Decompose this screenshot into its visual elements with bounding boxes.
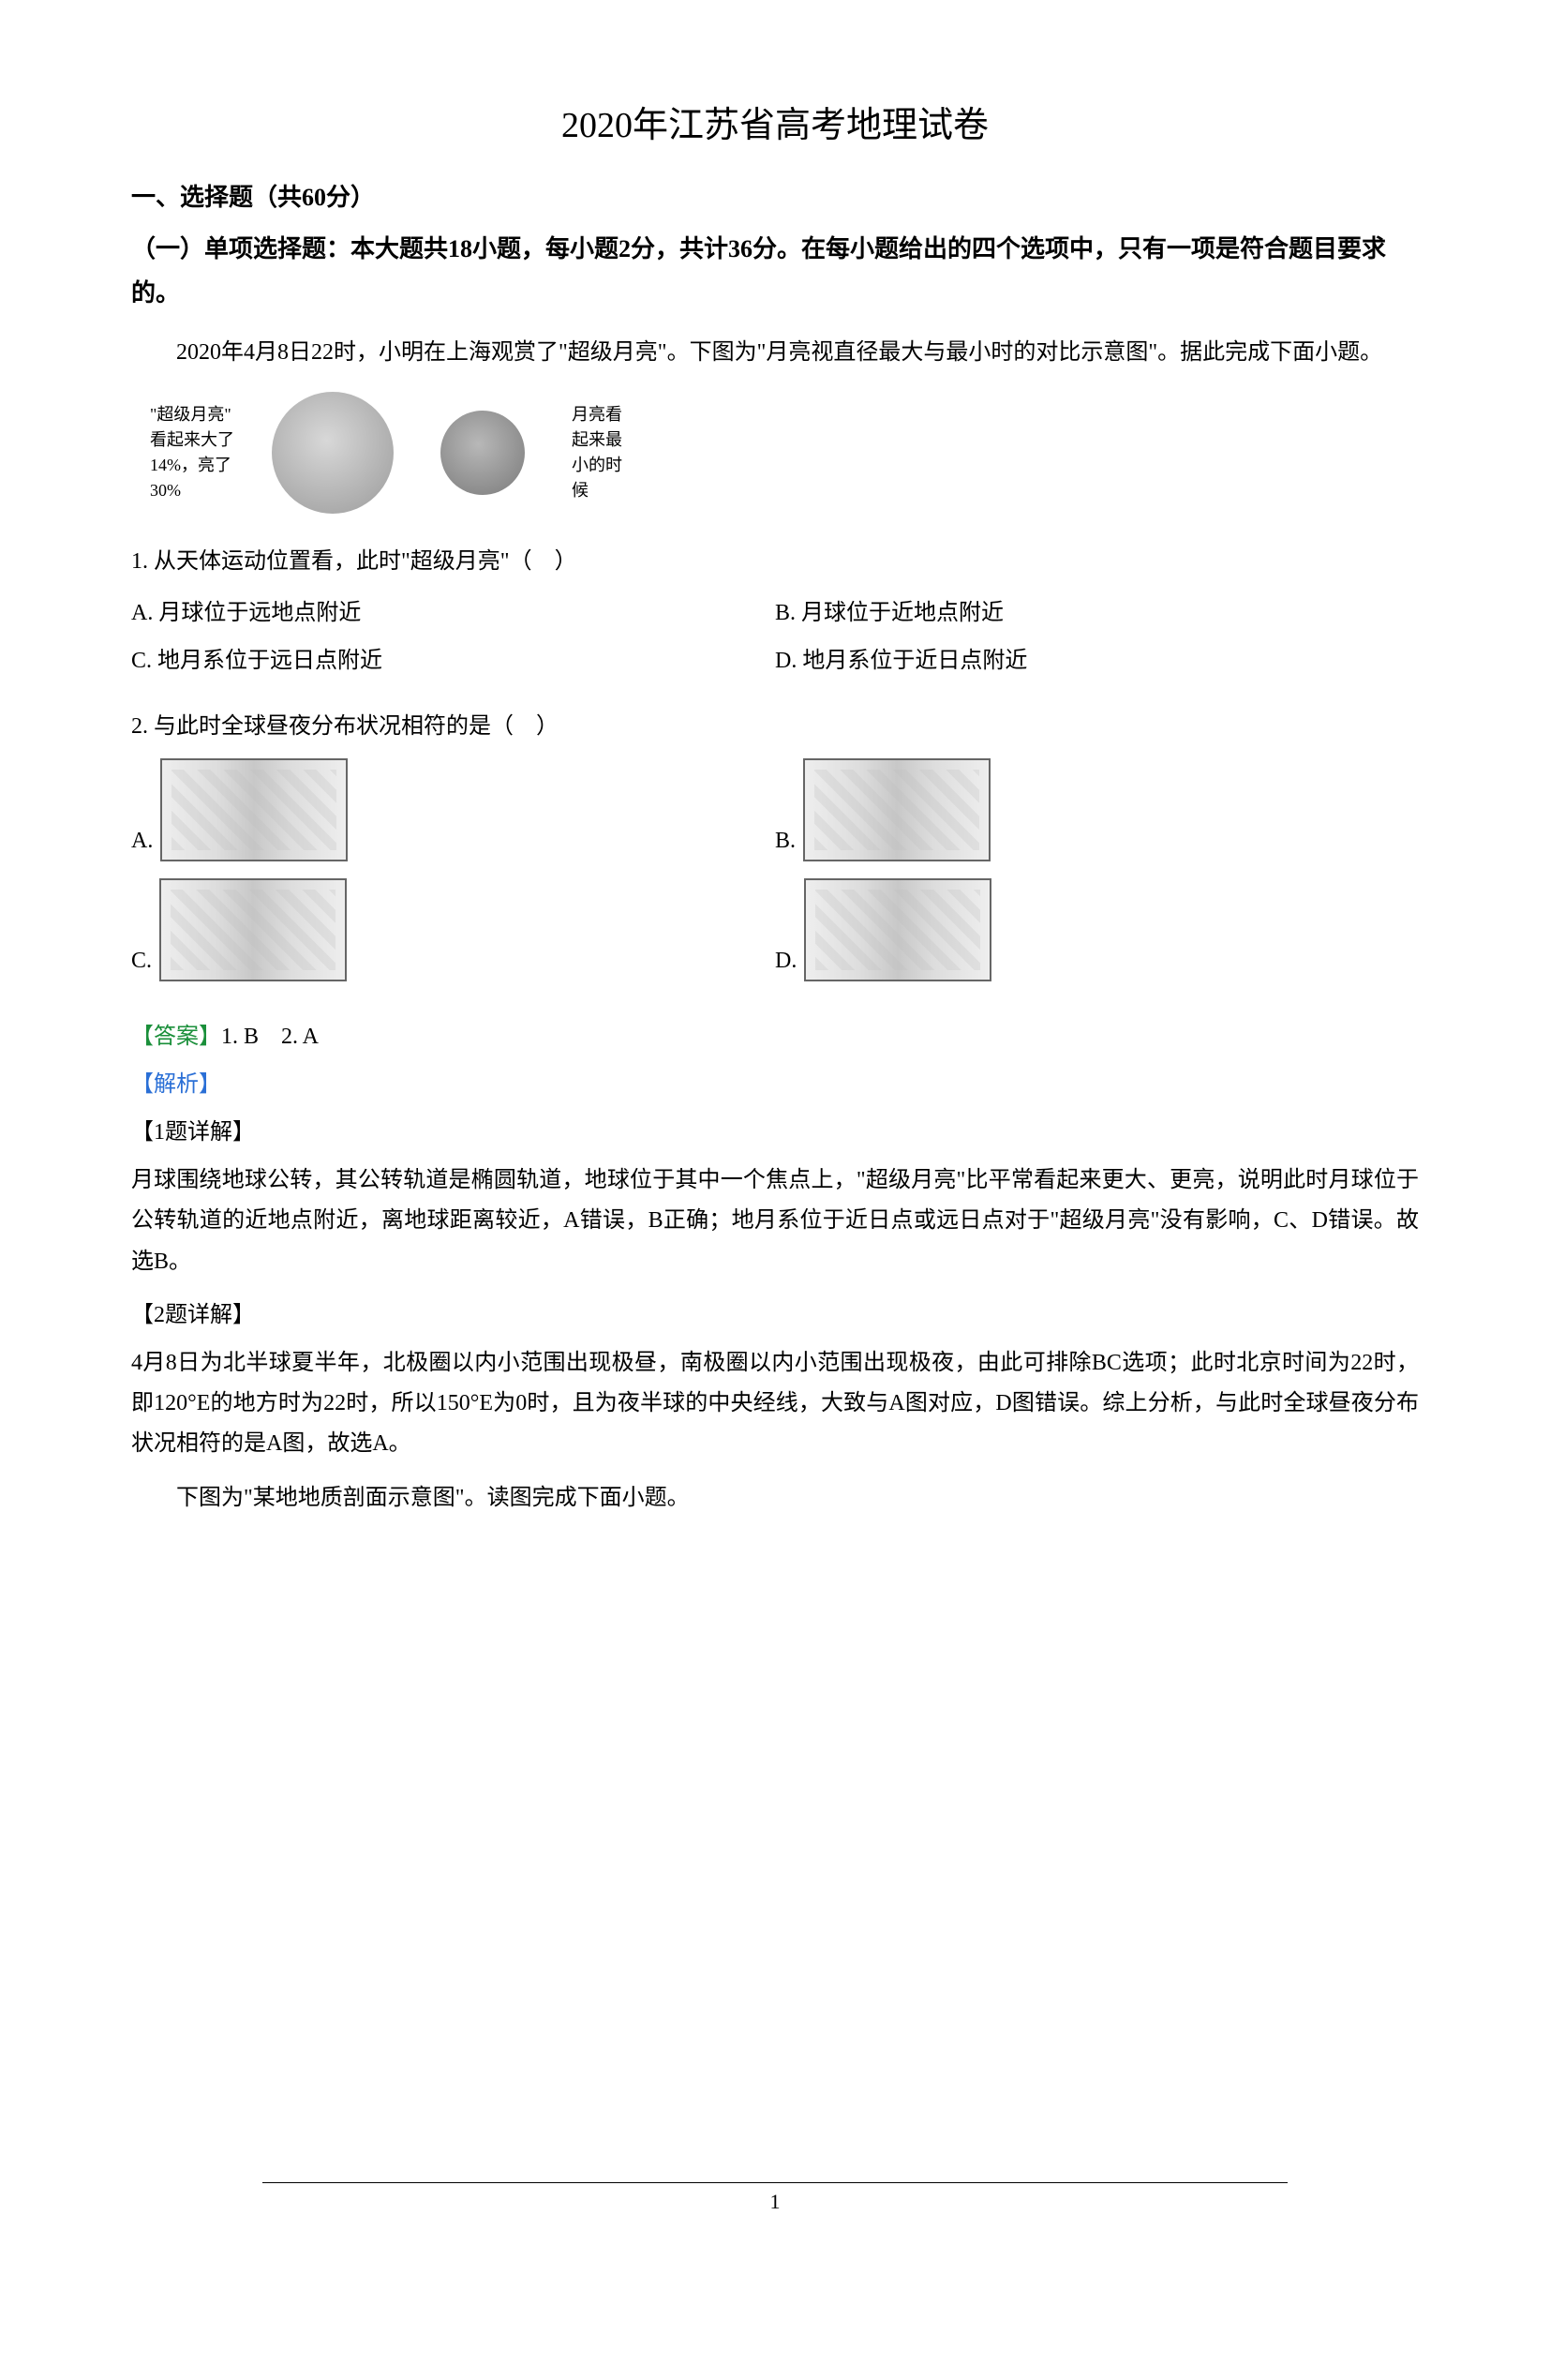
- moon-left-label-line: "超级月亮": [150, 402, 244, 427]
- q1-option-d: D. 地月系位于近日点附近: [775, 641, 1419, 681]
- sub-heading: （一）单项选择题：本大题共18小题，每小题2分，共计36分。在每小题给出的四个选…: [131, 228, 1419, 316]
- q2-option-c: C.: [131, 878, 775, 981]
- q2-options: A. B. C. D.: [131, 758, 1419, 998]
- q2-stem: 2. 与此时全球昼夜分布状况相符的是（ ）: [131, 707, 1419, 747]
- map-thumb-a: [160, 758, 348, 861]
- small-moon-wrap: [422, 392, 544, 514]
- moon-left-label-line: 30%: [150, 478, 244, 503]
- q2-option-b: B.: [775, 758, 1419, 861]
- q2-option-d: D.: [775, 878, 1419, 981]
- q2-option-b-label: B.: [775, 821, 796, 861]
- q1-detail-text: 月球围绕地球公转，其公转轨道是椭圆轨道，地球位于其中一个焦点上，"超级月亮"比平…: [131, 1160, 1419, 1282]
- answer-text: 1. B 2. A: [221, 1025, 319, 1049]
- small-moon-image: [440, 411, 525, 495]
- q1-option-b: B. 月球位于近地点附近: [775, 593, 1419, 634]
- q2-option-d-label: D.: [775, 941, 797, 981]
- section-heading: 一、选择题（共60分）: [131, 176, 1419, 220]
- answer-line: 【答案】1. B 2. A: [131, 1017, 1419, 1057]
- map-thumb-d: [804, 878, 991, 981]
- moon-right-label-line: 小的时: [572, 453, 665, 478]
- map-thumb-b: [803, 758, 991, 861]
- q2-option-a-label: A.: [131, 821, 153, 861]
- moon-right-label: 月亮看 起来最 小的时 候: [572, 402, 665, 503]
- page: 2020年江苏省高考地理试卷 一、选择题（共60分） （一）单项选择题：本大题共…: [131, 94, 1419, 2286]
- q1-stem: 1. 从天体运动位置看，此时"超级月亮"（ ）: [131, 542, 1419, 582]
- q1-option-c: C. 地月系位于远日点附近: [131, 641, 775, 681]
- q2-detail-head: 【2题详解】: [131, 1295, 1419, 1336]
- context-paragraph-1: 2020年4月8日22时，小明在上海观赏了"超级月亮"。下图为"月亮视直径最大与…: [131, 333, 1419, 373]
- q2-option-a: A.: [131, 758, 775, 861]
- page-number: 1: [131, 2183, 1419, 2221]
- moon-right-label-line: 候: [572, 478, 665, 503]
- moon-comparison-figure: "超级月亮" 看起来大了 14%，亮了 30% 月亮看 起来最 小的时 候: [150, 392, 1419, 514]
- moon-left-label: "超级月亮" 看起来大了 14%，亮了 30%: [150, 402, 244, 503]
- analysis-label: 【解析】: [131, 1065, 1419, 1105]
- moon-left-label-line: 看起来大了: [150, 427, 244, 453]
- moon-left-label-line: 14%，亮了: [150, 453, 244, 478]
- page-title: 2020年江苏省高考地理试卷: [131, 94, 1419, 157]
- q2-option-c-label: C.: [131, 941, 152, 981]
- q1-option-a: A. 月球位于远地点附近: [131, 593, 775, 634]
- moon-right-label-line: 起来最: [572, 427, 665, 453]
- supermoon-image: [272, 392, 394, 514]
- q2-detail-text: 4月8日为北半球夏半年，北极圈以内小范围出现极昼，南极圈以内小范围出现极夜，由此…: [131, 1343, 1419, 1465]
- map-thumb-c: [159, 878, 347, 981]
- q1-options: A. 月球位于远地点附近 B. 月球位于近地点附近 C. 地月系位于远日点附近 …: [131, 593, 1419, 689]
- answer-label: 【答案】: [131, 1025, 221, 1049]
- q1-detail-head: 【1题详解】: [131, 1113, 1419, 1153]
- moon-right-label-line: 月亮看: [572, 402, 665, 427]
- context-paragraph-2: 下图为"某地地质剖面示意图"。读图完成下面小题。: [131, 1478, 1419, 1519]
